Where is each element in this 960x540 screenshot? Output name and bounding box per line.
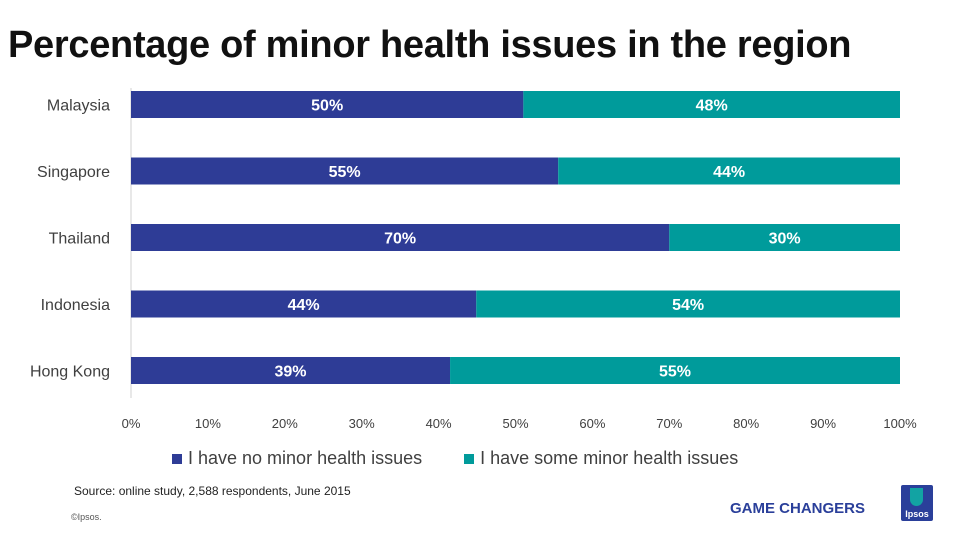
x-tick-label: 20%	[272, 416, 298, 431]
x-tick-label: 70%	[656, 416, 682, 431]
category-label-thailand: Thailand	[49, 231, 110, 248]
category-label-malaysia: Malaysia	[47, 98, 110, 115]
logo-mark-icon	[910, 488, 923, 506]
bar-singapore-series-0	[131, 157, 559, 185]
legend-label-some-issues: I have some minor health issues	[480, 448, 739, 468]
logo-text: Ipsos	[905, 509, 929, 519]
bar-singapore-series-1	[558, 157, 900, 185]
bar-indonesia-series-1	[476, 290, 900, 318]
bar-indonesia-series-0	[131, 290, 477, 318]
x-tick-label: 30%	[349, 416, 375, 431]
x-tick-label: 50%	[502, 416, 528, 431]
chart-legend: I have no minor health issues I have som…	[172, 448, 780, 469]
data-label-indonesia-series-1: 54%	[672, 297, 704, 314]
data-label-hong-kong-series-0: 39%	[275, 364, 307, 381]
x-tick-label: 0%	[122, 416, 141, 431]
stacked-bar-chart: Malaysia 50% 48% Singapore 55% 44% Thailand 70%…	[30, 88, 917, 431]
category-label-indonesia: Indonesia	[41, 297, 110, 314]
data-label-singapore-series-0: 55%	[329, 164, 361, 181]
x-tick-label: 90%	[810, 416, 836, 431]
bar-hong-kong-series-0	[131, 357, 451, 384]
legend-label-no-issues: I have no minor health issues	[188, 448, 423, 468]
data-label-thailand-series-1: 30%	[769, 231, 801, 248]
bar-thailand-series-0	[131, 224, 670, 251]
x-tick-label: 60%	[579, 416, 605, 431]
x-tick-label: 10%	[195, 416, 221, 431]
chart-title: Percentage of minor health issues in the…	[8, 24, 852, 66]
bar-malaysia-series-1	[523, 91, 900, 118]
ipsos-logo: Ipsos	[901, 485, 933, 521]
source-note: Source: online study, 2,588 respondents,…	[74, 484, 351, 498]
data-label-hong-kong-series-1: 55%	[659, 364, 691, 381]
copyright-note: ©Ipsos.	[71, 512, 102, 522]
x-tick-label: 40%	[426, 416, 452, 431]
data-label-malaysia-series-0: 50%	[311, 98, 343, 115]
brand-tagline: GAME CHANGERS	[730, 500, 866, 517]
category-label-singapore: Singapore	[37, 164, 110, 181]
data-label-malaysia-series-1: 48%	[696, 98, 728, 115]
legend-swatch-no-issues	[172, 453, 182, 464]
data-label-indonesia-series-0: 44%	[288, 297, 320, 314]
legend-item-no-issues: I have no minor health issues	[172, 448, 422, 469]
legend-item-some-issues: I have some minor health issues	[464, 448, 738, 469]
data-label-singapore-series-1: 44%	[713, 164, 745, 181]
x-tick-label: 100%	[883, 416, 917, 431]
bar-hong-kong-series-1	[450, 357, 900, 384]
bar-malaysia-series-0	[131, 91, 524, 118]
data-label-thailand-series-0: 70%	[384, 231, 416, 248]
legend-swatch-some-issues	[464, 453, 475, 464]
x-tick-label: 80%	[733, 416, 759, 431]
category-label-hong-kong: Hong Kong	[30, 364, 110, 381]
bar-thailand-series-1	[669, 224, 900, 251]
